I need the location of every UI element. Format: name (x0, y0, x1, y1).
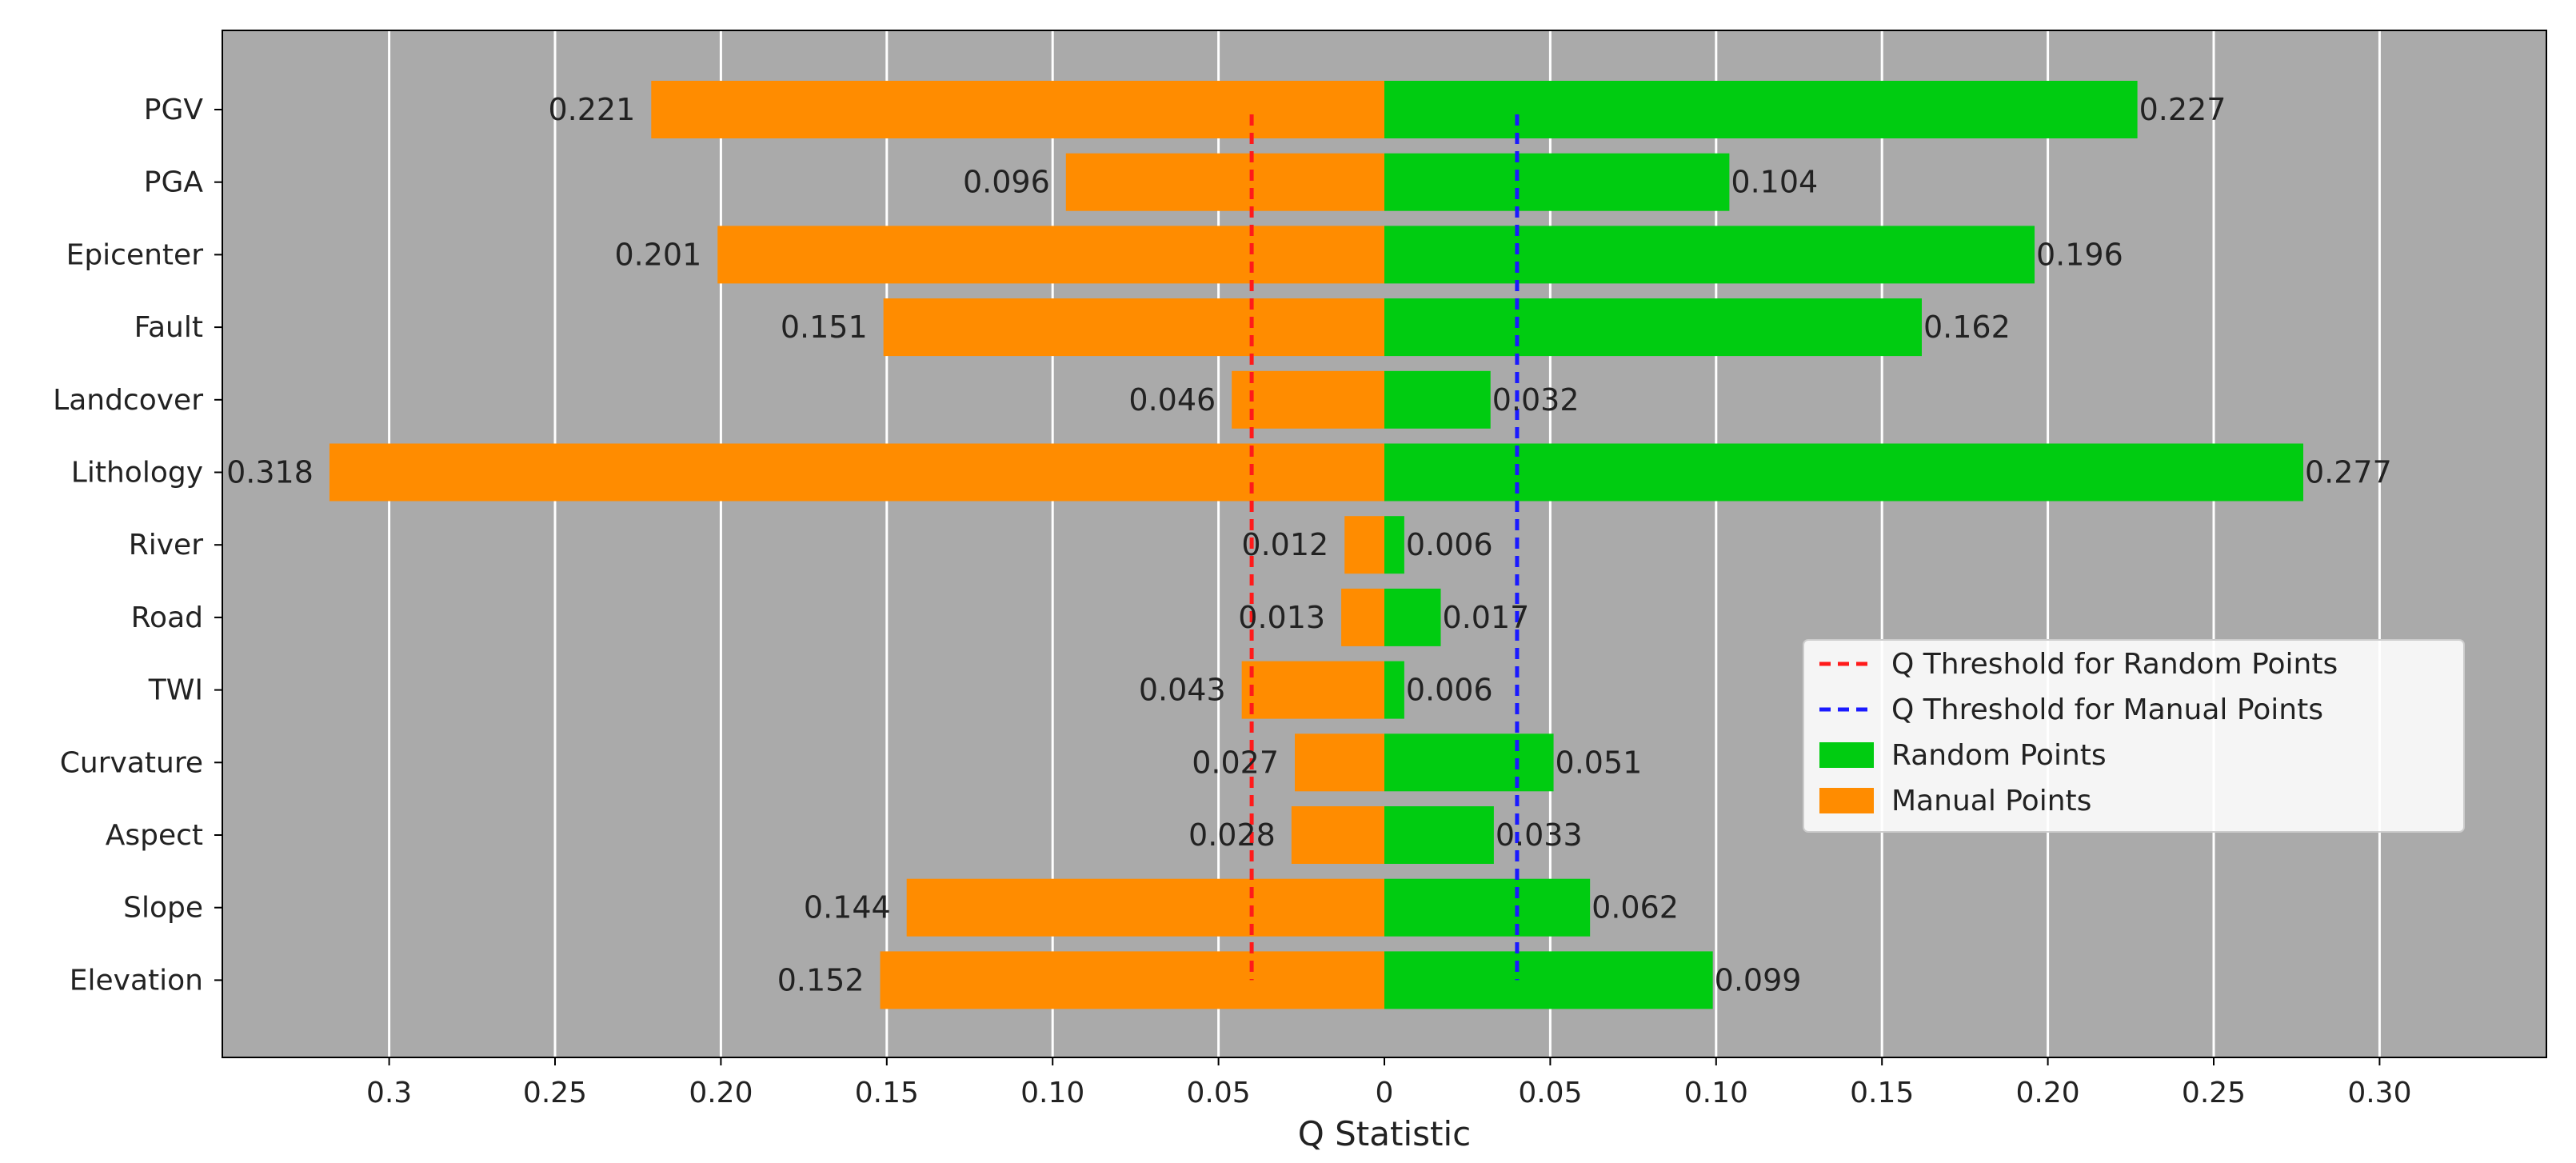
bar-random-pga (1384, 153, 1730, 211)
bar-manual-lithology (329, 443, 1384, 502)
bar-random-curvature (1384, 733, 1554, 792)
legend-random-points-swatch (1819, 742, 1874, 768)
legend-manual-points-label: Manual Points (1891, 785, 2091, 817)
bar-random-twi (1384, 661, 1404, 719)
bar-random-epicenter (1384, 226, 2035, 284)
category-label-lithology: Lithology (71, 457, 203, 490)
x-tick-label: 0.25 (2182, 1077, 2246, 1109)
legend-threshold-random-label: Q Threshold for Random Points (1891, 648, 2338, 681)
legend-random-points-label: Random Points (1891, 739, 2107, 772)
value-label-manual: 0.221 (548, 92, 635, 127)
legend: Q Threshold for Random Points Q Threshold… (1803, 639, 2465, 833)
x-tick-label: 0.30 (2347, 1077, 2411, 1109)
x-tick-label: 0 (1376, 1077, 1394, 1109)
bar-random-fault (1384, 298, 1922, 357)
value-label-manual: 0.043 (1139, 673, 1226, 708)
bar-random-river (1384, 516, 1404, 574)
x-tick-label: 0.10 (1020, 1077, 1084, 1109)
bar-manual-epicenter (717, 226, 1384, 284)
value-label-random: 0.017 (1443, 600, 1530, 635)
value-label-manual: 0.201 (614, 237, 701, 272)
value-label-manual: 0.028 (1188, 817, 1276, 853)
bars (329, 81, 2303, 1009)
value-label-manual: 0.152 (777, 962, 865, 997)
x-tick-label: 0.20 (2016, 1077, 2080, 1109)
bar-manual-road (1341, 588, 1384, 646)
bar-manual-aspect (1291, 806, 1384, 864)
threshold-lines (1249, 114, 1520, 981)
y-axis-ticks: PGV PGA Epicenter Fault Landcover Lithology Ri… (53, 94, 222, 997)
x-axis-ticks: 0.3 0.25 0.20 0.15 0.10 0.05 0 0.05 0.10 0.15 0.20… (366, 1057, 2411, 1109)
category-label-twi: TWI (148, 674, 203, 707)
value-label-random: 0.006 (1406, 527, 1493, 562)
bar-random-road (1384, 588, 1441, 646)
x-tick-label: 0.25 (523, 1077, 587, 1109)
value-label-manual: 0.096 (963, 165, 1050, 200)
bar-random-aspect (1384, 806, 1494, 864)
value-label-random: 0.062 (1592, 890, 1679, 925)
value-label-random: 0.277 (2305, 455, 2392, 490)
value-label-manual: 0.013 (1238, 600, 1325, 635)
category-label-river: River (129, 529, 203, 562)
x-tick-label: 0.15 (855, 1077, 919, 1109)
bar-random-lithology (1384, 443, 2303, 502)
value-labels: 0.221 0.227 0.096 0.104 0.201 0.196 0.151 0.162… (226, 92, 2392, 997)
plot-frame (222, 30, 2547, 1058)
legend-manual-points-swatch (1819, 788, 1874, 813)
category-label-fault: Fault (134, 311, 203, 344)
value-label-random: 0.196 (2036, 237, 2123, 272)
x-tick-label: 0.3 (366, 1077, 412, 1109)
category-label-road: Road (131, 601, 203, 634)
bar-manual-slope (906, 878, 1384, 937)
bar-random-pgv (1384, 81, 2138, 138)
x-tick-label: 0.20 (689, 1077, 753, 1109)
category-label-elevation: Elevation (70, 964, 203, 997)
category-label-landcover: Landcover (53, 384, 203, 417)
value-label-manual: 0.012 (1241, 527, 1328, 562)
value-label-random: 0.033 (1496, 817, 1583, 853)
category-label-curvature: Curvature (60, 746, 203, 779)
x-tick-label: 0.05 (1518, 1077, 1582, 1109)
legend-threshold-manual-label: Q Threshold for Manual Points (1891, 693, 2323, 726)
bar-random-landcover (1384, 370, 1491, 429)
value-label-manual: 0.151 (781, 310, 868, 345)
x-axis-title: Q Statistic (1298, 1114, 1472, 1153)
category-label-slope: Slope (123, 892, 203, 925)
bar-manual-landcover (1232, 370, 1384, 429)
value-label-random: 0.227 (2139, 92, 2227, 127)
category-label-aspect: Aspect (106, 819, 203, 852)
bar-manual-elevation (880, 951, 1384, 1009)
value-label-random: 0.099 (1715, 962, 1802, 997)
value-label-random: 0.006 (1406, 673, 1493, 708)
category-label-epicenter: Epicenter (66, 238, 204, 271)
category-label-pga: PGA (144, 166, 204, 199)
bar-random-elevation (1384, 951, 1713, 1009)
x-tick-label: 0.10 (1684, 1077, 1748, 1109)
value-label-random: 0.104 (1731, 165, 1818, 200)
bar-manual-curvature (1295, 733, 1384, 792)
value-label-manual: 0.027 (1192, 745, 1279, 780)
value-label-random: 0.051 (1556, 745, 1643, 780)
legend-box (1803, 639, 2465, 833)
x-tick-label: 0.05 (1187, 1077, 1251, 1109)
value-label-manual: 0.144 (804, 890, 891, 925)
bar-manual-pga (1065, 153, 1384, 211)
x-tick-label: 0.15 (1850, 1077, 1914, 1109)
bar-manual-pgv (651, 81, 1384, 138)
bar-manual-fault (883, 298, 1384, 357)
bar-random-slope (1384, 878, 1591, 937)
value-label-manual: 0.318 (226, 455, 314, 490)
category-label-pgv: PGV (144, 94, 204, 126)
value-label-random: 0.162 (1923, 310, 2011, 345)
value-label-manual: 0.046 (1128, 382, 1216, 418)
value-label-random: 0.032 (1492, 382, 1580, 418)
bar-manual-twi (1241, 661, 1384, 719)
bar-manual-river (1344, 516, 1384, 574)
